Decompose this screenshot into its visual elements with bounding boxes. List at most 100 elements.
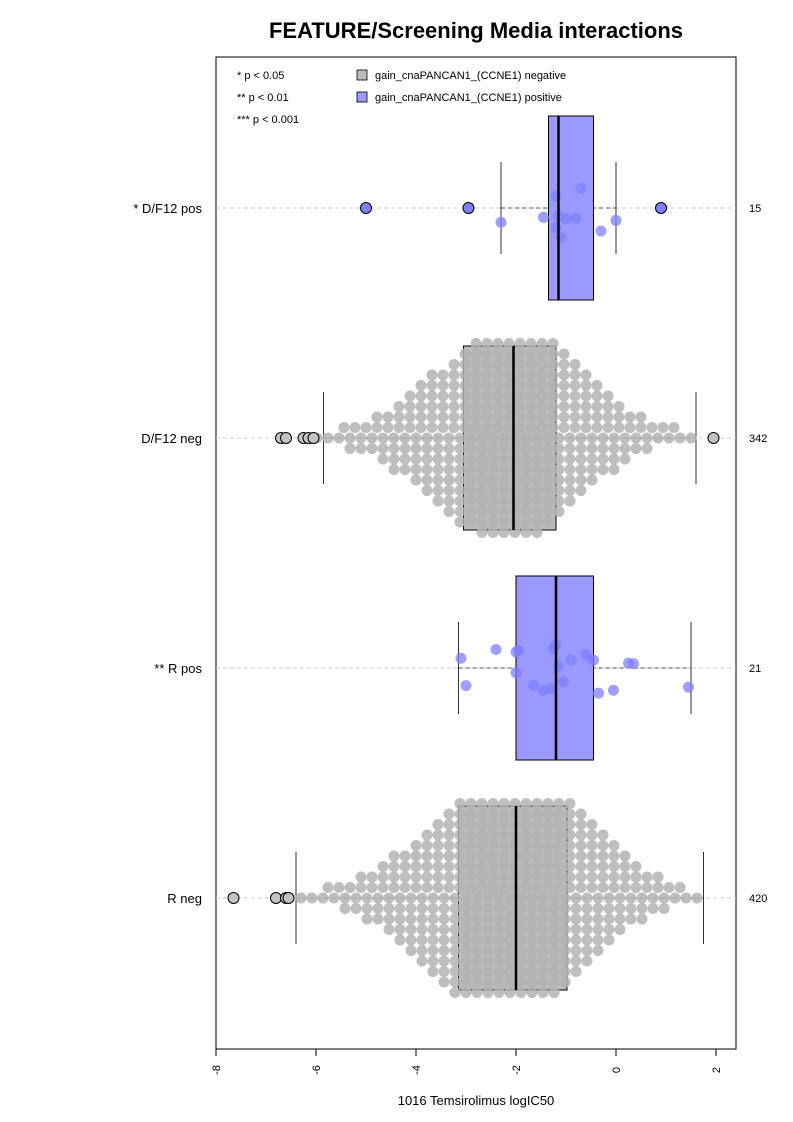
data-point <box>537 913 549 925</box>
data-point <box>509 485 521 496</box>
data-point <box>538 211 549 223</box>
data-point <box>399 871 411 883</box>
data-point <box>570 924 582 935</box>
data-point <box>454 850 466 862</box>
data-point <box>674 432 686 444</box>
data-point <box>454 474 466 486</box>
data-point <box>465 432 477 444</box>
data-point <box>481 348 493 360</box>
data-point <box>498 527 510 538</box>
data-point <box>619 432 631 444</box>
data-point <box>575 474 587 486</box>
data-point <box>377 432 389 444</box>
data-point <box>608 850 620 862</box>
data-point <box>641 443 653 454</box>
data-point <box>454 882 466 893</box>
data-point <box>427 934 439 946</box>
data-point <box>372 913 384 925</box>
data-point <box>619 443 631 454</box>
data-point <box>487 495 499 507</box>
data-point <box>536 348 548 360</box>
data-point <box>339 892 351 904</box>
data-point <box>476 495 488 507</box>
data-point <box>443 453 455 465</box>
data-point <box>421 871 433 883</box>
data-point <box>410 443 422 454</box>
data-point <box>493 924 505 935</box>
data-point <box>668 422 680 433</box>
data-point <box>691 892 703 904</box>
data-point <box>531 506 543 517</box>
data-point <box>553 443 565 454</box>
data-point <box>537 987 549 998</box>
data-point <box>426 411 438 423</box>
data-point <box>490 644 502 656</box>
data-point <box>492 359 504 370</box>
data-point <box>564 871 576 883</box>
data-point <box>487 485 499 496</box>
data-point <box>520 850 532 862</box>
legend-positive: gain_cnaPANCAN1_(CCNE1) positive <box>375 92 562 104</box>
data-point <box>382 422 394 433</box>
data-point <box>482 955 494 967</box>
data-point <box>542 798 554 809</box>
data-point <box>603 934 615 946</box>
data-point <box>410 474 422 486</box>
data-point <box>647 892 659 904</box>
data-point <box>476 819 488 830</box>
data-point <box>641 432 653 444</box>
data-point <box>377 861 389 872</box>
data-point <box>443 474 455 486</box>
data-point <box>515 945 527 956</box>
outlier-point <box>707 432 720 444</box>
data-point <box>619 882 631 893</box>
data-point <box>481 369 493 381</box>
data-point <box>542 506 554 517</box>
data-point <box>344 432 356 444</box>
data-point <box>591 411 603 423</box>
data-point <box>438 966 450 977</box>
data-point <box>542 432 554 444</box>
data-point <box>476 485 488 496</box>
data-point <box>525 369 537 381</box>
data-point <box>559 976 571 988</box>
data-point <box>493 945 505 956</box>
data-point <box>465 882 477 893</box>
data-point <box>520 474 532 486</box>
data-point <box>558 348 570 360</box>
data-point <box>636 892 648 904</box>
data-point <box>531 840 543 851</box>
data-point <box>449 987 461 998</box>
data-point <box>525 348 537 360</box>
data-point <box>421 850 433 862</box>
data-point <box>481 359 493 370</box>
data-point <box>525 380 537 391</box>
data-point <box>531 527 543 538</box>
data-point <box>592 945 604 956</box>
data-point <box>382 411 394 423</box>
data-point <box>438 955 450 967</box>
data-point <box>487 798 499 809</box>
data-point <box>608 861 620 872</box>
data-point <box>427 903 439 914</box>
data-point <box>575 850 587 862</box>
data-point <box>608 882 620 893</box>
data-point <box>570 945 582 956</box>
data-point <box>415 411 427 423</box>
data-point <box>416 892 428 904</box>
data-point <box>547 401 559 412</box>
data-point <box>465 495 477 507</box>
data-point <box>459 359 471 370</box>
data-point <box>503 338 515 349</box>
data-point <box>586 882 598 893</box>
data-point <box>460 966 472 977</box>
group-count: 342 <box>749 433 767 445</box>
data-point <box>580 411 592 423</box>
data-point <box>443 495 455 507</box>
data-point <box>550 222 562 234</box>
data-point <box>558 401 570 412</box>
x-tick-label: 0 <box>611 1067 623 1073</box>
data-point <box>492 380 504 391</box>
data-point <box>416 934 428 946</box>
